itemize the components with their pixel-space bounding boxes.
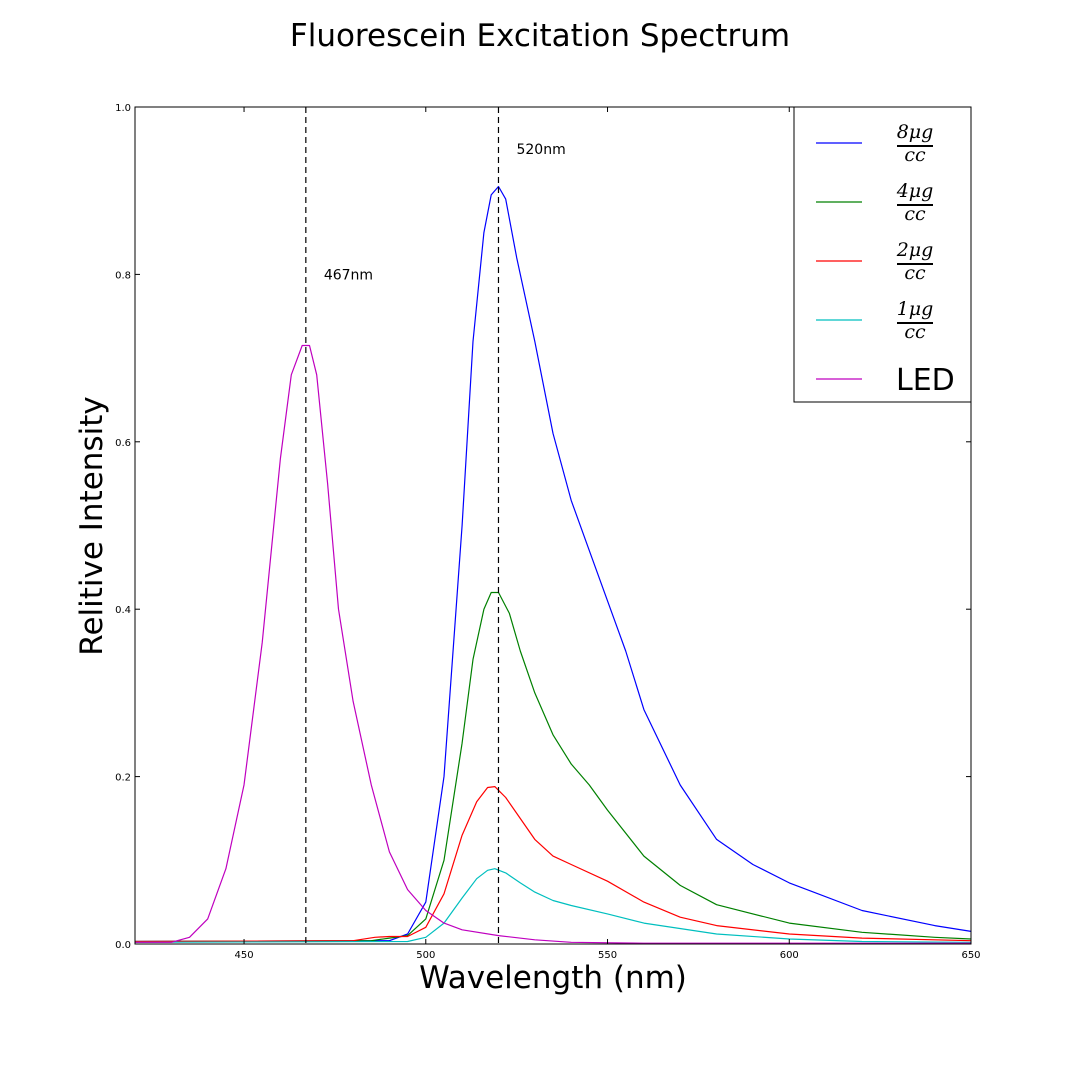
legend-label-denominator: cc — [904, 203, 926, 225]
legend-label-numerator: 4μg — [896, 180, 934, 202]
series-line-4 — [135, 344, 971, 944]
y-tick-label: 0.4 — [115, 605, 131, 616]
series-line-3 — [134, 868, 972, 943]
annotation-label: 467nm — [324, 267, 373, 283]
legend-label-numerator: 2μg — [896, 239, 934, 261]
legend-label: LED — [896, 363, 955, 398]
legend-label-denominator: cc — [904, 262, 926, 284]
x-tick-label: 550 — [598, 950, 617, 961]
series-line-2 — [134, 786, 972, 943]
x-axis-label: Wavelength (nm) — [419, 960, 687, 996]
y-tick-label: 1.0 — [115, 103, 131, 114]
y-tick-label: 0.2 — [115, 773, 131, 784]
series-line-0 — [134, 185, 972, 943]
legend-label-numerator: 8μg — [897, 121, 934, 143]
legend-label-numerator: 1μg — [897, 298, 934, 320]
plot-area — [134, 185, 972, 944]
x-tick-label: 650 — [961, 950, 980, 961]
annotation-label: 520nm — [516, 142, 565, 158]
chart-title: Fluorescein Excitation Spectrum — [290, 18, 790, 54]
axes: 450 500 550 600 650 0.0 0.2 0.4 0.6 0.8 1.0 — [115, 103, 980, 961]
x-tick-label: 500 — [416, 950, 435, 961]
annotations: 467nm 520nm — [305, 107, 566, 944]
y-tick-label: 0.8 — [115, 270, 131, 281]
x-tick-label: 600 — [780, 950, 799, 961]
plot-frame — [134, 106, 972, 945]
series-line-1 — [134, 591, 972, 943]
legend-box — [793, 106, 972, 403]
x-tick-label: 450 — [234, 950, 253, 961]
y-tick-label: 0.0 — [115, 940, 131, 951]
y-axis-label: Relitive Intensity — [74, 396, 110, 655]
y-tick-label: 0.6 — [115, 438, 131, 449]
legend-label-denominator: cc — [904, 321, 926, 343]
legend-label-denominator: cc — [904, 144, 926, 166]
